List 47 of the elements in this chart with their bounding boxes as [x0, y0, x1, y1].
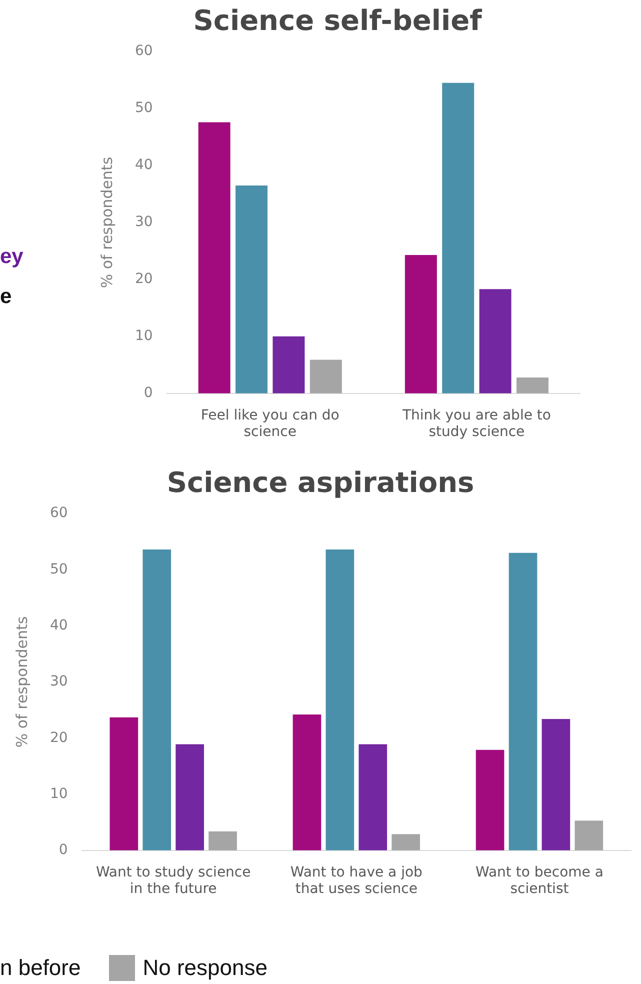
y-tick-label: 50: [50, 561, 68, 578]
text: n before: [0, 955, 81, 981]
bar: [208, 831, 237, 850]
y-tick-label: 30: [134, 214, 153, 230]
bar: [392, 834, 420, 850]
chart-title: Science aspirations: [166, 466, 474, 500]
bar: [236, 185, 268, 394]
bar: [292, 714, 322, 850]
y-tick-label: 10: [134, 328, 153, 344]
x-tick-label: Think you are able to study science: [401, 407, 551, 440]
bar: [476, 750, 504, 850]
y-tick-label: 30: [50, 674, 68, 690]
y-tick-label: 40: [134, 157, 153, 174]
x-tick-label: Want to have a job that uses science: [290, 864, 423, 898]
y-tick-label: 60: [134, 43, 153, 60]
bar: [442, 82, 474, 394]
bar: [198, 122, 230, 394]
chart-title: Science self-belief: [193, 4, 483, 38]
y-tick-label: 60: [50, 505, 68, 522]
bar: [508, 552, 538, 850]
y-tick-label: 50: [134, 100, 153, 116]
y-tick-label: 20: [134, 271, 153, 288]
bar: [479, 289, 512, 394]
y-tick-label: 20: [50, 730, 68, 746]
y-tick-label: 40: [50, 618, 68, 634]
bar: [574, 820, 604, 850]
bar: [404, 254, 437, 394]
bar: [310, 360, 342, 394]
text: ey: [0, 245, 24, 269]
x-tick-label: Want to become a scientist: [476, 864, 604, 898]
x-tick-label: Feel like you can do science: [200, 407, 340, 440]
bar: [358, 744, 388, 850]
bar: [110, 717, 138, 850]
y-axis-title: % of respondents: [12, 616, 31, 748]
bar: [176, 744, 204, 850]
bar: [142, 550, 172, 850]
y-tick-label: 0: [58, 842, 68, 858]
legend-label: No response: [142, 955, 268, 981]
bar: [272, 336, 305, 394]
y-tick-label: 0: [144, 385, 153, 402]
bar: [516, 377, 548, 394]
bar: [326, 550, 354, 850]
text: e: [0, 285, 12, 309]
bar: [542, 719, 570, 850]
y-axis-title: % of respondents: [98, 156, 116, 288]
y-tick-label: 10: [50, 786, 68, 802]
x-tick-label: Want to study science in the future: [96, 864, 251, 898]
